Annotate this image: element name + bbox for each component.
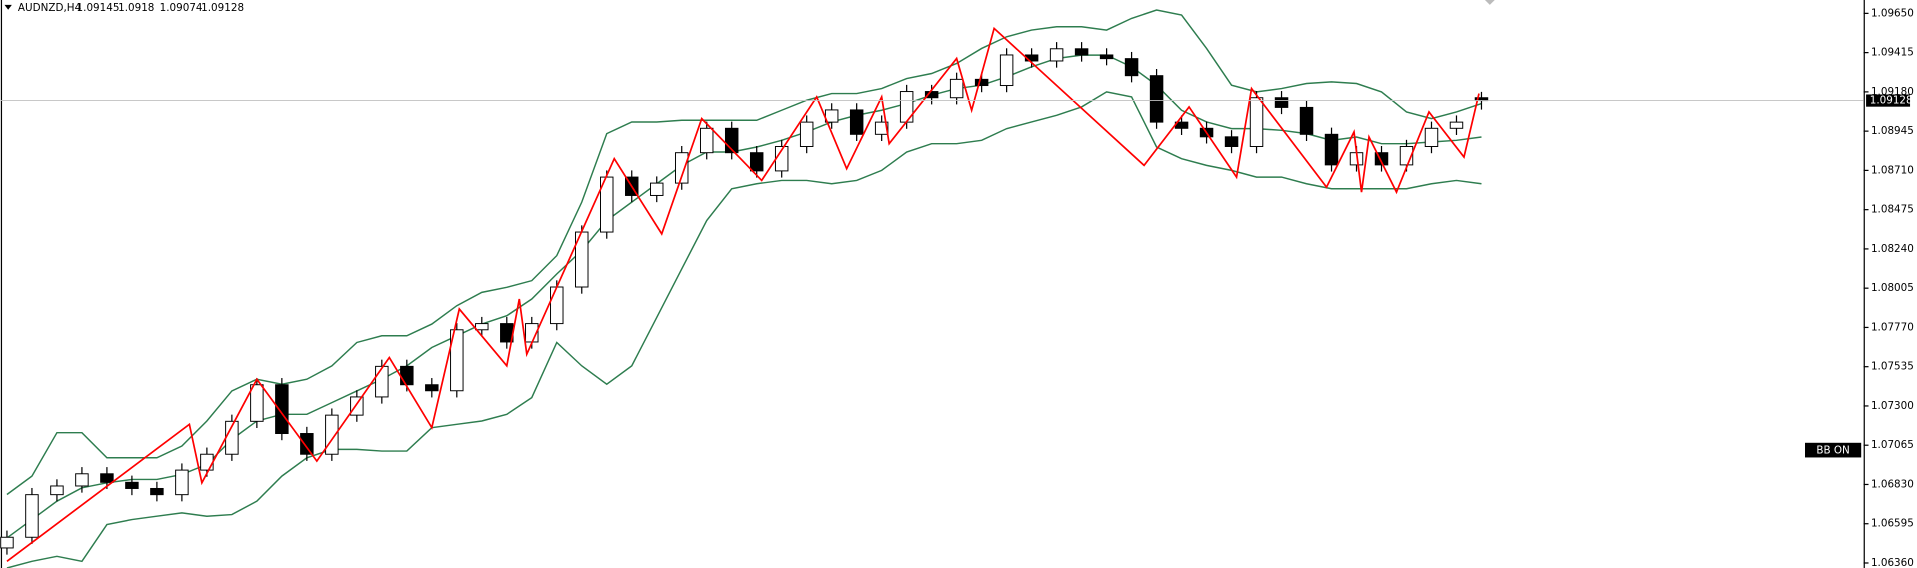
y-tick-label: 1.08240 xyxy=(1871,243,1914,255)
candle-body xyxy=(1249,97,1264,147)
current-price-label: 1.09128 xyxy=(1870,95,1913,107)
candle-body xyxy=(250,384,264,422)
y-tick-label: 1.08005 xyxy=(1871,282,1914,294)
candle-body xyxy=(50,485,64,496)
bollinger-lower xyxy=(6,91,1482,568)
y-tick-label: 1.09415 xyxy=(1871,47,1914,59)
header-open: 1.09145 xyxy=(77,2,120,14)
candle-body xyxy=(1124,58,1139,77)
y-tick-label: 1.09650 xyxy=(1871,7,1914,19)
bb-badge xyxy=(1805,442,1862,458)
candle-body xyxy=(674,152,689,184)
y-tick-label: 1.08710 xyxy=(1871,164,1914,176)
candle-body xyxy=(1449,121,1464,129)
candle-body xyxy=(1324,133,1339,166)
candle-body xyxy=(974,78,989,87)
candle-body xyxy=(749,152,764,172)
y-tick-label: 1.06830 xyxy=(1871,478,1914,490)
symbol: AUDNZD,H4 xyxy=(18,2,82,14)
candle-body xyxy=(699,127,714,154)
candle-body xyxy=(0,536,14,549)
zigzag xyxy=(6,26,1480,563)
bb-badge-label: BB ON xyxy=(1816,445,1849,457)
header-low: 1.09074 xyxy=(160,2,203,14)
candle-body xyxy=(1274,97,1289,108)
candle-body xyxy=(275,384,289,435)
candle-body xyxy=(375,365,389,398)
candle-body xyxy=(75,473,89,487)
candle-body xyxy=(450,329,464,392)
candle-body xyxy=(1049,48,1064,62)
candle-body xyxy=(150,487,164,496)
candle-body xyxy=(200,453,214,471)
candle-body xyxy=(1149,75,1164,123)
candle-body xyxy=(849,109,864,135)
header-close: 1.09128 xyxy=(201,2,244,14)
candle-body xyxy=(25,494,39,538)
y-tick-label: 1.06595 xyxy=(1871,518,1914,530)
bollinger-upper xyxy=(6,9,1482,496)
candle-body xyxy=(1099,54,1114,60)
header-high: 1.0918 xyxy=(118,2,154,14)
y-tick-label: 1.07300 xyxy=(1871,400,1914,412)
candle-body xyxy=(799,121,814,147)
candle-body xyxy=(125,481,139,489)
candle-body xyxy=(550,286,564,325)
candle-body xyxy=(100,473,114,483)
candle-body xyxy=(650,182,664,196)
menu-arrow[interactable] xyxy=(4,4,12,10)
candle-body xyxy=(1074,48,1089,56)
candle-body xyxy=(400,365,414,386)
candle-body xyxy=(874,121,889,135)
candle-body xyxy=(1299,106,1314,135)
shift-marker xyxy=(1484,0,1495,5)
candle-body xyxy=(924,91,939,99)
candle-body xyxy=(899,91,914,123)
candle-body xyxy=(350,396,364,416)
y-tick-label: 1.07065 xyxy=(1871,439,1914,451)
candle-body xyxy=(175,469,189,496)
current-price-box xyxy=(1866,94,1911,107)
y-tick-label: 1.06360 xyxy=(1871,557,1914,568)
y-tick-label: 1.08475 xyxy=(1871,204,1914,216)
y-tick-label: 1.07770 xyxy=(1871,321,1914,333)
candle-body xyxy=(999,54,1014,87)
candle-body xyxy=(949,78,964,99)
candle-body xyxy=(475,323,489,331)
y-tick-label: 1.08945 xyxy=(1871,125,1914,137)
y-tick-label: 1.07535 xyxy=(1871,361,1914,373)
candle-body xyxy=(1424,127,1439,147)
bollinger-middle xyxy=(6,54,1482,539)
candle-body xyxy=(1224,136,1239,147)
candle-body xyxy=(425,384,439,392)
candle-body xyxy=(300,433,314,455)
